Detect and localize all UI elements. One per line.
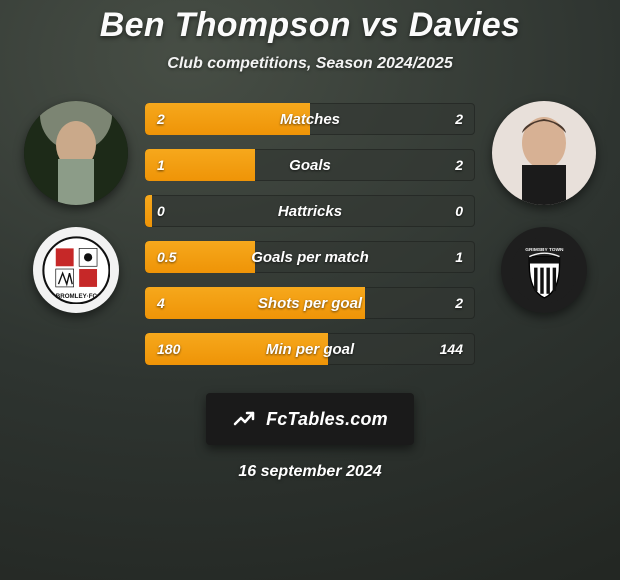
stat-row: 0.5 Goals per match 1 [145, 241, 475, 273]
chart-icon [232, 407, 256, 431]
stat-row: 1 Goals 2 [145, 149, 475, 181]
player1-column: BROMLEY·FC [21, 101, 131, 313]
stat-label: Hattricks [145, 203, 475, 220]
stat-label: Shots per goal [145, 295, 475, 312]
date-label: 16 september 2024 [238, 463, 381, 481]
stat-row: 4 Shots per goal 2 [145, 287, 475, 319]
player2-crest-icon: GRIMSBY TOWN [510, 236, 579, 305]
player1-crest: BROMLEY·FC [33, 227, 119, 313]
player2-column: GRIMSBY TOWN [489, 101, 599, 313]
main-row: BROMLEY·FC 2 Matches 2 1 Goals 2 0 Hattr… [0, 101, 620, 365]
stat-right-value: 2 [455, 111, 463, 127]
svg-text:GRIMSBY TOWN: GRIMSBY TOWN [525, 247, 564, 253]
stat-label: Goals per match [145, 249, 475, 266]
player2-crest: GRIMSBY TOWN [501, 227, 587, 313]
player2-avatar-icon [492, 101, 596, 205]
stat-row: 0 Hattricks 0 [145, 195, 475, 227]
brand-link[interactable]: FcTables.com [206, 393, 414, 445]
player1-avatar [24, 101, 128, 205]
player2-avatar [492, 101, 596, 205]
subtitle: Club competitions, Season 2024/2025 [167, 55, 452, 73]
stat-row: 180 Min per goal 144 [145, 333, 475, 365]
comparison-card: Ben Thompson vs Davies Club competitions… [0, 0, 620, 580]
player1-avatar-icon [24, 101, 128, 205]
svg-text:BROMLEY·FC: BROMLEY·FC [55, 293, 97, 300]
stat-label: Goals [145, 157, 475, 174]
stat-right-value: 1 [455, 249, 463, 265]
stat-right-value: 2 [455, 157, 463, 173]
brand-label: FcTables.com [266, 409, 388, 430]
stats-table: 2 Matches 2 1 Goals 2 0 Hattricks 0 0.5 … [145, 103, 475, 365]
stat-right-value: 0 [455, 203, 463, 219]
player1-crest-icon: BROMLEY·FC [42, 236, 111, 305]
page-title: Ben Thompson vs Davies [100, 6, 520, 45]
stat-row: 2 Matches 2 [145, 103, 475, 135]
stat-right-value: 2 [455, 295, 463, 311]
stat-right-value: 144 [440, 341, 463, 357]
stat-label: Min per goal [145, 341, 475, 358]
stat-label: Matches [145, 111, 475, 128]
